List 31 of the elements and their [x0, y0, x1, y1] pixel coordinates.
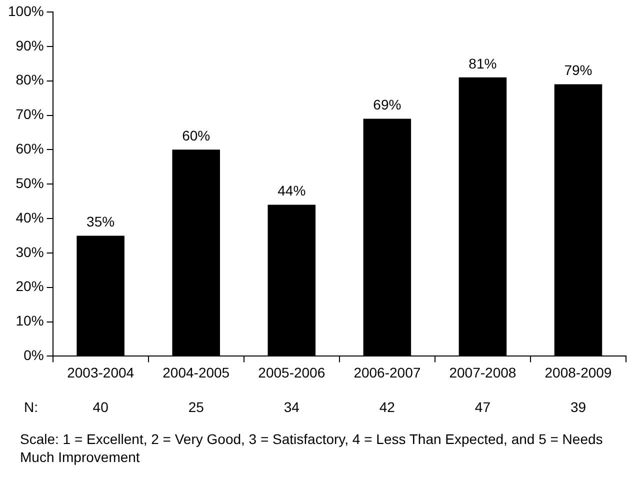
- x-tick-label: 2006-2007: [354, 364, 421, 380]
- data-label: 44%: [278, 182, 306, 199]
- data-label: 60%: [182, 128, 210, 144]
- data-label: 81%: [468, 55, 497, 72]
- y-tick-label: 90%: [16, 37, 44, 54]
- y-tick-label: 30%: [16, 244, 44, 260]
- y-tick-label: 10%: [16, 312, 44, 329]
- y-tick-label: 70%: [16, 106, 44, 122]
- text: 39: [570, 399, 586, 416]
- text: 42: [379, 399, 396, 416]
- data-label: 69%: [373, 96, 402, 113]
- data-label: 35%: [86, 214, 115, 230]
- y-tick-label: 80%: [16, 72, 44, 88]
- y-tick-label: 50%: [16, 174, 44, 191]
- x-tick-label: 2008-2009: [544, 364, 612, 380]
- y-tick-label: 40%: [16, 209, 44, 226]
- x-tick-label: 2003-2004: [67, 364, 134, 380]
- x-tick-label: 2005-2006: [258, 364, 326, 380]
- y-tick-label: 100%: [8, 2, 44, 19]
- x-tick-label: 2004-2005: [162, 364, 230, 380]
- text: Scale: 1 = Excellent, 2 = Very Good, 3 = Satisfactory, 4 = Less Than Expected, and 5 = Needs Much Improvement: [20, 430, 604, 466]
- text: 40: [92, 399, 109, 416]
- x-tick-label: 2007-2008: [449, 364, 516, 380]
- y-tick-label: 0%: [24, 347, 44, 364]
- text: 34: [284, 399, 300, 416]
- data-label: 79%: [564, 62, 592, 78]
- text: 25: [188, 399, 204, 416]
- y-tick-label: 60%: [16, 140, 44, 157]
- y-tick-label: 20%: [16, 278, 44, 294]
- text: N:: [24, 399, 38, 416]
- text: 47: [474, 399, 491, 416]
